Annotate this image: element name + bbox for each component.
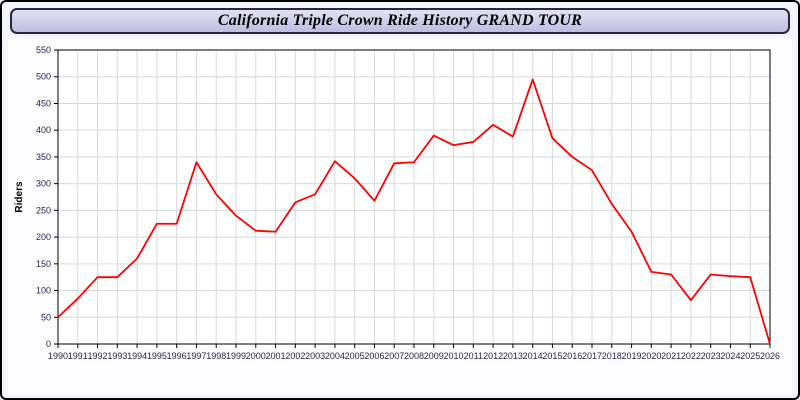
svg-text:2008: 2008 — [404, 351, 424, 361]
svg-text:400: 400 — [36, 125, 51, 135]
svg-text:1996: 1996 — [167, 351, 187, 361]
svg-text:2018: 2018 — [602, 351, 622, 361]
svg-text:2010: 2010 — [444, 351, 464, 361]
svg-text:50: 50 — [41, 312, 51, 322]
svg-text:1991: 1991 — [68, 351, 88, 361]
svg-text:500: 500 — [36, 72, 51, 82]
svg-text:2017: 2017 — [582, 351, 602, 361]
svg-text:300: 300 — [36, 179, 51, 189]
svg-text:2019: 2019 — [622, 351, 642, 361]
svg-text:2013: 2013 — [503, 351, 523, 361]
chart-title-bar: California Triple Crown Ride History GRA… — [10, 8, 790, 34]
svg-text:2004: 2004 — [325, 351, 345, 361]
svg-text:1997: 1997 — [186, 351, 206, 361]
svg-text:1995: 1995 — [147, 351, 167, 361]
svg-text:2012: 2012 — [483, 351, 503, 361]
svg-text:100: 100 — [36, 286, 51, 296]
page-title: California Triple Crown Ride History GRA… — [217, 12, 583, 29]
svg-text:1993: 1993 — [107, 351, 127, 361]
svg-text:2014: 2014 — [523, 351, 543, 361]
svg-text:1998: 1998 — [206, 351, 226, 361]
svg-text:2003: 2003 — [305, 351, 325, 361]
svg-text:2022: 2022 — [681, 351, 701, 361]
svg-text:150: 150 — [36, 259, 51, 269]
svg-text:1990: 1990 — [48, 351, 68, 361]
svg-text:1992: 1992 — [88, 351, 108, 361]
svg-text:2016: 2016 — [562, 351, 582, 361]
svg-text:200: 200 — [36, 232, 51, 242]
svg-text:2011: 2011 — [464, 351, 483, 361]
svg-text:1999: 1999 — [226, 351, 246, 361]
svg-text:250: 250 — [36, 205, 51, 215]
svg-text:2026: 2026 — [760, 351, 780, 361]
svg-text:2001: 2001 — [266, 351, 286, 361]
svg-text:2005: 2005 — [345, 351, 365, 361]
svg-text:2015: 2015 — [542, 351, 562, 361]
chart-panel: 0 50 100 150 200 250 300 350 400 450 500 550 1990 199… — [8, 38, 792, 395]
svg-text:2020: 2020 — [641, 351, 661, 361]
svg-text:2021: 2021 — [661, 351, 681, 361]
svg-text:450: 450 — [36, 98, 51, 108]
svg-text:1994: 1994 — [127, 351, 147, 361]
svg-text:2007: 2007 — [384, 351, 404, 361]
svg-text:2024: 2024 — [720, 351, 740, 361]
svg-text:550: 550 — [36, 45, 51, 55]
svg-text:0: 0 — [46, 339, 51, 349]
svg-text:2000: 2000 — [246, 351, 266, 361]
svg-text:2025: 2025 — [740, 351, 760, 361]
svg-text:Riders: Riders — [14, 181, 25, 213]
svg-text:2023: 2023 — [701, 351, 721, 361]
svg-text:2002: 2002 — [285, 351, 305, 361]
svg-text:2006: 2006 — [364, 351, 384, 361]
svg-text:350: 350 — [36, 152, 51, 162]
svg-text:2009: 2009 — [424, 351, 444, 361]
